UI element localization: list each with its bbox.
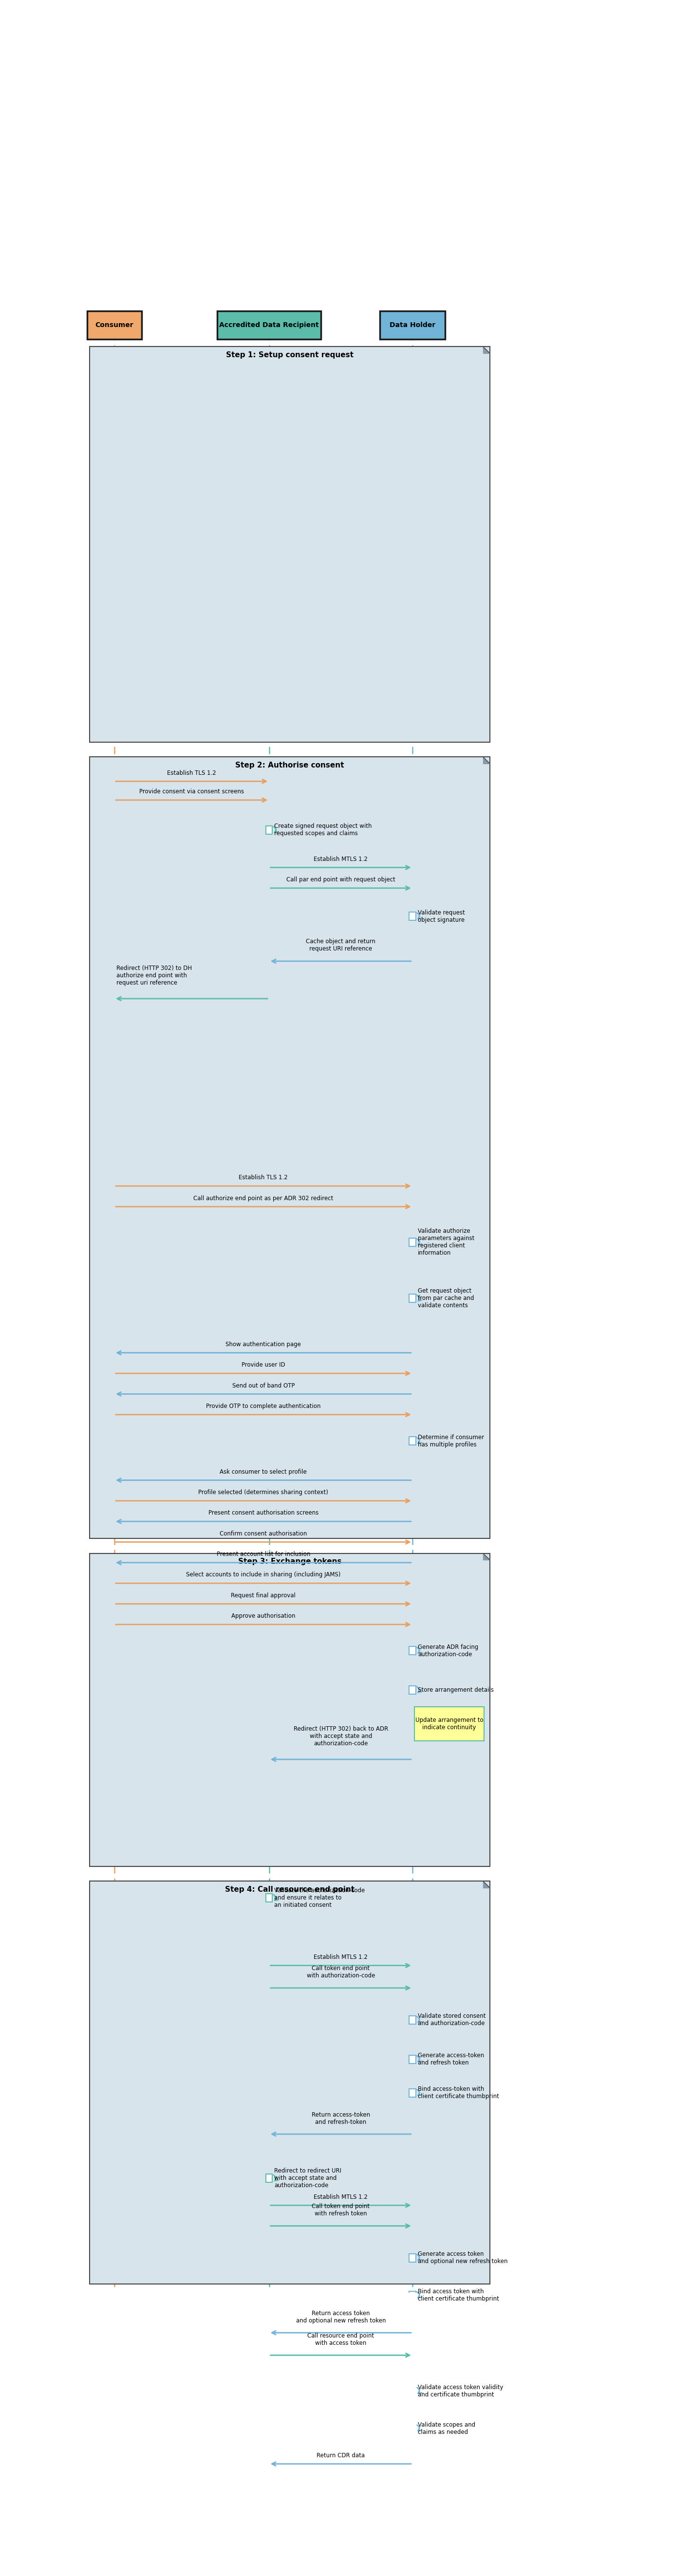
Text: Step 2: Authorise consent: Step 2: Authorise consent — [236, 762, 344, 768]
FancyBboxPatch shape — [90, 348, 490, 742]
FancyBboxPatch shape — [409, 2388, 416, 2396]
Polygon shape — [483, 1553, 490, 1561]
FancyBboxPatch shape — [415, 1708, 484, 1741]
Text: Send out of band OTP: Send out of band OTP — [232, 1383, 295, 1388]
Text: Step 4: Call resource end point: Step 4: Call resource end point — [225, 1886, 355, 1893]
FancyBboxPatch shape — [266, 827, 273, 835]
FancyBboxPatch shape — [409, 2056, 416, 2063]
FancyBboxPatch shape — [409, 1646, 416, 1654]
Text: Redirect (HTTP 302) to DH
authorize end point with
request uri reference: Redirect (HTTP 302) to DH authorize end … — [116, 966, 192, 987]
Text: Provide consent via consent screens: Provide consent via consent screens — [139, 788, 244, 796]
Text: Bind access-token with
client certificate thumbprint: Bind access-token with client certificat… — [418, 2087, 499, 2099]
FancyBboxPatch shape — [87, 312, 141, 340]
FancyBboxPatch shape — [90, 1880, 490, 2285]
Text: Establish TLS 1.2: Establish TLS 1.2 — [167, 770, 216, 775]
Text: Call resource end point
with access token: Call resource end point with access toke… — [308, 2334, 374, 2347]
Text: Generate ADR facing
authorization-code: Generate ADR facing authorization-code — [418, 1643, 479, 1656]
Text: Profile selected (determines sharing context): Profile selected (determines sharing con… — [199, 1489, 328, 1497]
Polygon shape — [483, 757, 490, 762]
Text: Confirm consent authorisation: Confirm consent authorisation — [219, 1530, 307, 1538]
Text: Consumer: Consumer — [95, 322, 133, 330]
Text: Return CDR data: Return CDR data — [316, 2452, 365, 2458]
Text: Store arrangement details: Store arrangement details — [418, 1687, 494, 1692]
FancyBboxPatch shape — [217, 312, 321, 340]
Text: Accredited Data Recipient: Accredited Data Recipient — [219, 322, 319, 330]
FancyBboxPatch shape — [409, 2089, 416, 2097]
Text: Validate authorize
parameters against
registered client
information: Validate authorize parameters against re… — [418, 1229, 474, 1257]
Text: Generate access-token
and refresh token: Generate access-token and refresh token — [418, 2053, 484, 2066]
Text: Update arrangement to
indicate continuity: Update arrangement to indicate continuit… — [415, 1718, 483, 1731]
Text: Generate access token
and optional new refresh token: Generate access token and optional new r… — [418, 2251, 507, 2264]
Text: Validate the authorization-code
and ensure it relates to
an initiated consent: Validate the authorization-code and ensu… — [275, 1888, 365, 1909]
Text: Step 1: Setup consent request: Step 1: Setup consent request — [226, 350, 353, 358]
Text: Step 3: Exchange tokens: Step 3: Exchange tokens — [238, 1558, 342, 1566]
Text: Return access token
and optional new refresh token: Return access token and optional new ref… — [296, 2311, 386, 2324]
Text: Determine if consumer
has multiple profiles: Determine if consumer has multiple profi… — [418, 1435, 484, 1448]
FancyBboxPatch shape — [266, 1893, 273, 1901]
FancyBboxPatch shape — [409, 2254, 416, 2262]
Text: Establish MTLS 1.2: Establish MTLS 1.2 — [314, 1955, 367, 1960]
Text: Validate request
object signature: Validate request object signature — [418, 909, 465, 922]
FancyBboxPatch shape — [409, 1239, 416, 1247]
Text: Present account list for inclusion: Present account list for inclusion — [217, 1551, 310, 1558]
FancyBboxPatch shape — [409, 1293, 416, 1303]
Text: Call token end point
with refresh token: Call token end point with refresh token — [312, 2202, 369, 2218]
Text: Validate access token validity
and certificate thumbprint: Validate access token validity and certi… — [418, 2383, 503, 2398]
FancyBboxPatch shape — [90, 1553, 490, 1865]
Text: Provide OTP to complete authentication: Provide OTP to complete authentication — [206, 1404, 321, 1409]
FancyBboxPatch shape — [266, 2174, 273, 2182]
Polygon shape — [483, 1880, 490, 1888]
Text: Get request object
from par cache and
validate contents: Get request object from par cache and va… — [418, 1288, 474, 1309]
Text: Establish MTLS 1.2: Establish MTLS 1.2 — [314, 2195, 367, 2200]
Text: Call par end point with request object: Call par end point with request object — [286, 876, 395, 884]
FancyBboxPatch shape — [409, 2290, 416, 2300]
FancyBboxPatch shape — [409, 2424, 416, 2432]
FancyBboxPatch shape — [409, 912, 416, 920]
Text: Approve authorisation: Approve authorisation — [232, 1613, 295, 1620]
Text: Redirect (HTTP 302) back to ADR
with accept state and
authorization-code: Redirect (HTTP 302) back to ADR with acc… — [293, 1726, 388, 1747]
FancyBboxPatch shape — [90, 757, 490, 1538]
FancyBboxPatch shape — [409, 2014, 416, 2025]
Text: Ask consumer to select profile: Ask consumer to select profile — [220, 1468, 307, 1476]
Text: Request final approval: Request final approval — [231, 1592, 295, 1600]
Text: Create signed request object with
requested scopes and claims: Create signed request object with reques… — [275, 824, 372, 837]
Text: Bind access token with
client certificate thumbprint: Bind access token with client certificat… — [418, 2287, 499, 2303]
Text: Establish MTLS 1.2: Establish MTLS 1.2 — [314, 855, 367, 863]
Text: Select accounts to include in sharing (including JAMS): Select accounts to include in sharing (i… — [186, 1571, 341, 1579]
FancyBboxPatch shape — [380, 312, 446, 340]
Text: Data Holder: Data Holder — [390, 322, 435, 330]
Text: Provide user ID: Provide user ID — [242, 1363, 285, 1368]
Text: Validate scopes and
claims as needed: Validate scopes and claims as needed — [418, 2421, 475, 2434]
Text: Present consent authorisation screens: Present consent authorisation screens — [209, 1510, 318, 1517]
Text: Call token end point
with authorization-code: Call token end point with authorization-… — [307, 1965, 375, 1978]
Text: Cache object and return
request URI reference: Cache object and return request URI refe… — [306, 938, 376, 953]
Text: Validate stored consent
and authorization-code: Validate stored consent and authorizatio… — [418, 2012, 486, 2027]
Text: Return access-token
and refresh-token: Return access-token and refresh-token — [312, 2112, 370, 2125]
Text: Establish TLS 1.2: Establish TLS 1.2 — [239, 1175, 288, 1180]
FancyBboxPatch shape — [409, 1685, 416, 1695]
Polygon shape — [483, 348, 490, 353]
FancyBboxPatch shape — [409, 1437, 416, 1445]
Text: Show authentication page: Show authentication page — [225, 1342, 301, 1347]
Text: Call authorize end point as per ADR 302 redirect: Call authorize end point as per ADR 302 … — [193, 1195, 333, 1200]
Text: Redirect to redirect URI
with accept state and
authorization-code: Redirect to redirect URI with accept sta… — [275, 2169, 341, 2190]
